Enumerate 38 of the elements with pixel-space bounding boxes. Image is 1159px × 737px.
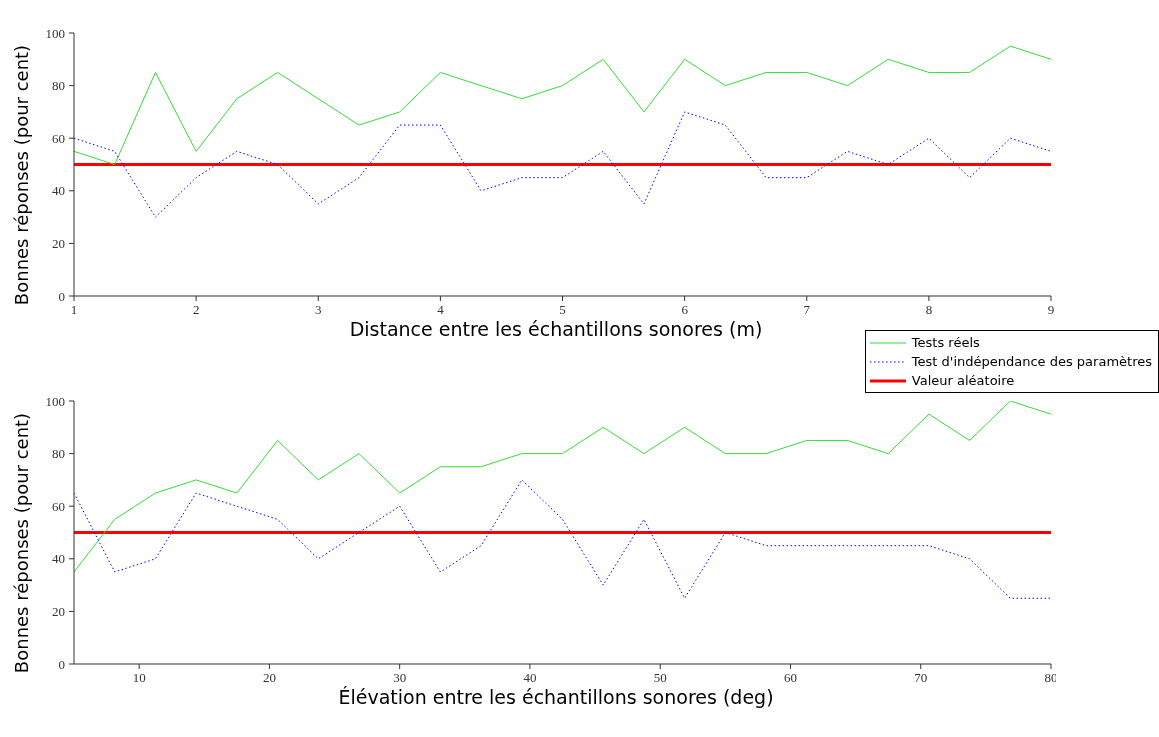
y-tick-label: 0 [58,288,65,304]
line-series [74,479,1051,599]
y-tick-label: 100 [45,393,65,409]
x-tick-label: 60 [783,670,797,686]
x-tick-label: 50 [653,670,667,686]
x-tick-label: 9 [1047,302,1055,318]
x-axis-title: Distance entre les échantillons sonores (m) [349,318,763,340]
x-tick-label: 10 [132,670,146,686]
x-tick-label: 3 [315,302,322,318]
y-tick-label: 80 [52,446,65,462]
x-axis-title: Élévation entre les échantillons sonores (deg) [337,686,775,708]
y-axis-title: Bonnes réponses (pour cent) [11,43,33,308]
y-tick-label: 0 [58,656,65,672]
y-tick-label: 20 [52,604,65,620]
y-axis-title: Bonnes réponses (pour cent) [11,411,33,676]
x-tick-label: 8 [925,302,933,318]
y-tick-label: 40 [52,551,65,567]
x-tick-label: 4 [437,302,445,318]
x-tick-label: 7 [803,302,811,318]
y-tick-label: 20 [52,236,65,252]
x-tick-label: 70 [914,670,928,686]
x-tick-label: 40 [523,670,537,686]
x-tick-label: 6 [681,302,689,318]
y-tick-label: 60 [52,498,65,514]
legend-label: Valeur aléatoire [911,373,1015,388]
x-tick-label: 1 [70,302,78,318]
x-tick-label: 2 [192,302,200,318]
y-tick-label: 40 [52,183,65,199]
legend-label: Test d'indépendance des paramètres [911,354,1152,369]
line-series [74,45,1051,165]
x-tick-label: 30 [393,670,407,686]
legend-label: Tests réels [911,335,980,350]
line-series [74,401,1051,573]
x-tick-label: 5 [559,302,566,318]
y-tick-label: 100 [45,25,65,41]
y-tick-label: 80 [52,78,65,94]
y-tick-label: 60 [52,130,65,146]
x-tick-label: 20 [262,670,276,686]
